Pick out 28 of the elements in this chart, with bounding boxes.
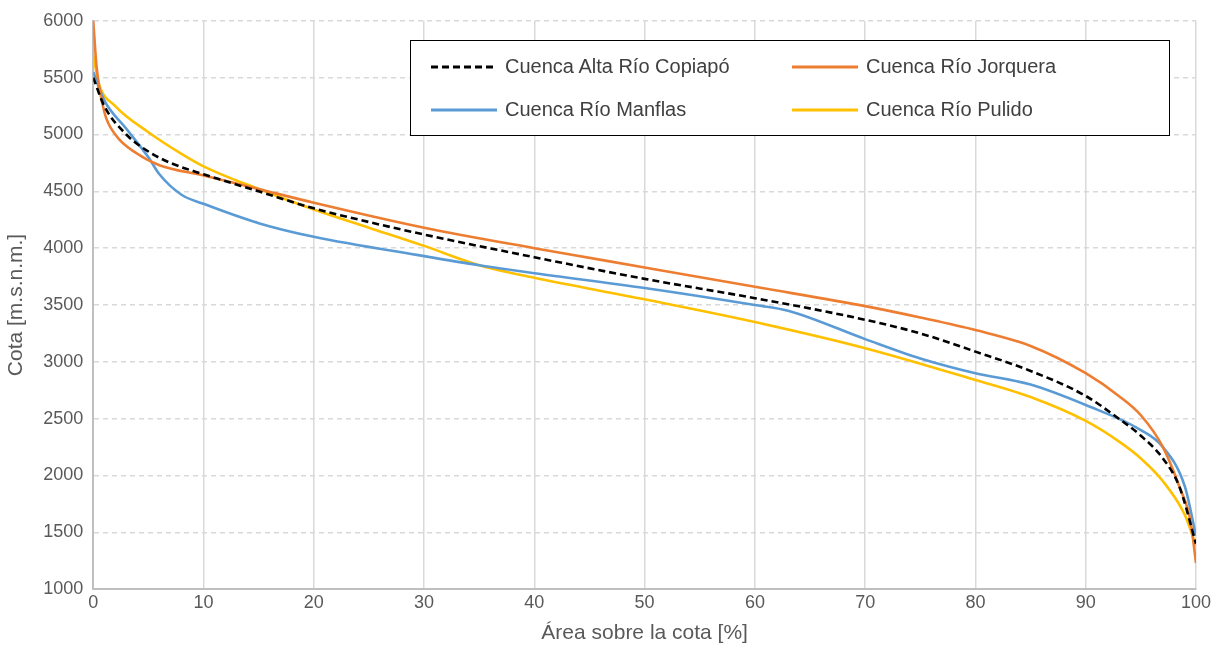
- y-axis-title: Cota [m.s.n.m.]: [3, 233, 27, 377]
- x-tick-label: 50: [634, 591, 655, 612]
- y-tick-label: 1000: [43, 578, 84, 599]
- y-tick-label: 5500: [43, 66, 84, 87]
- x-tick-label: 0: [88, 591, 99, 612]
- y-tick-label: 5000: [43, 123, 84, 144]
- y-tick-label: 2000: [43, 464, 84, 485]
- legend-label: Cuenca Alta Río Copiapó: [505, 55, 730, 78]
- y-tick-label: 4500: [43, 180, 84, 201]
- y-tick-label: 4000: [43, 237, 84, 258]
- x-tick-label: 100: [1180, 591, 1212, 612]
- y-tick-label: 6000: [43, 9, 84, 30]
- x-tick-label: 60: [744, 591, 765, 612]
- x-tick-label: 90: [1075, 591, 1096, 612]
- x-tick-label: 20: [303, 591, 324, 612]
- legend-label: Cuenca Río Pulido: [866, 98, 1033, 121]
- x-tick-label: 40: [524, 591, 545, 612]
- x-tick-label: 10: [193, 591, 214, 612]
- y-tick-label: 3500: [43, 293, 84, 314]
- x-tick-label: 70: [855, 591, 876, 612]
- y-tick-label: 2500: [43, 407, 84, 428]
- x-axis-title: Área sobre la cota [%]: [541, 620, 748, 644]
- legend-label: Cuenca Río Jorquera: [866, 55, 1057, 78]
- legend-label: Cuenca Río Manflas: [505, 98, 687, 121]
- x-tick-label: 30: [414, 591, 435, 612]
- y-tick-label: 3000: [43, 350, 84, 371]
- y-tick-label: 1500: [43, 521, 84, 542]
- x-tick-label: 80: [965, 591, 986, 612]
